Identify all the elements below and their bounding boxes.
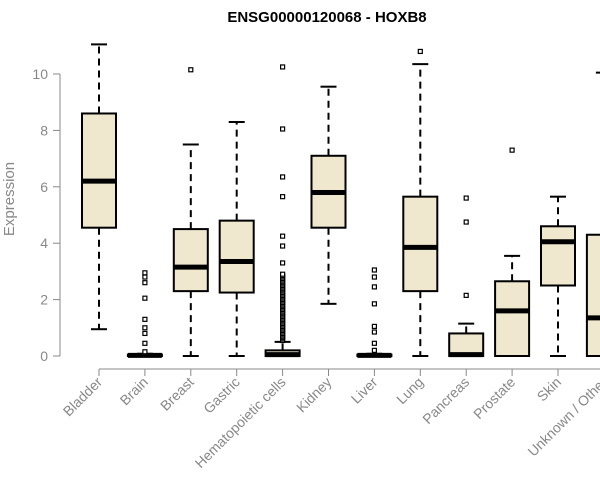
outlier-point [142,274,148,280]
y-tick-label: 0 [40,348,48,364]
box-iqr [585,233,600,358]
box-group [585,71,600,358]
outlier-point [142,325,148,331]
box-group [218,120,255,357]
box-iqr [540,225,576,287]
y-tick-label: 6 [40,179,48,195]
box-group [402,48,439,357]
x-tick-label: Liver [348,374,381,407]
box-iqr [172,228,209,293]
outlier-point [188,67,194,73]
outlier-point [371,274,377,280]
outlier-point [280,233,286,239]
box-group [540,195,576,357]
x-tick-label: Lung [393,374,426,407]
box-group [126,270,163,358]
outlier-point [371,323,377,329]
box-group [448,195,485,358]
y-axis: 0 2 4 6 8 10 [32,66,61,364]
outlier-point [371,340,377,346]
box-iqr [81,112,117,229]
outlier-point [509,147,515,153]
x-tick-label: Bladder [60,374,106,420]
outlier-point [463,219,469,225]
y-tick-label: 4 [40,235,48,251]
outlier-point [280,64,286,70]
outlier-point [280,243,286,249]
y-tick-label: 10 [32,66,48,82]
chart-title: ENSG00000120068 - HOXB8 [227,9,426,26]
outlier-point [280,271,286,277]
x-tick-label: Kidney [293,374,335,416]
outlier-point [280,194,286,200]
outlier-point [142,270,148,276]
x-tick-label: Skin [534,374,565,405]
outlier-point [463,292,469,298]
outlier-point [280,260,286,266]
x-tick-label: Pancreas [419,374,472,427]
outlier-point [142,316,148,322]
y-tick-label: 2 [40,292,48,308]
outlier-point [371,347,377,353]
box-group [310,85,347,305]
outlier-point [371,267,377,273]
outlier-point [142,280,148,286]
box-iqr [218,219,255,294]
box-group [494,147,531,357]
outlier-point [371,329,377,335]
x-tick-label: Gastric [200,374,243,417]
x-tick-label: Brain [117,374,151,408]
box-iqr [402,195,439,293]
outlier-point [142,349,148,355]
box-group [264,64,301,358]
outlier-point [463,195,469,201]
box-group [172,67,209,357]
outlier-point [371,284,377,290]
outlier-point [371,301,377,307]
outlier-point [280,174,286,180]
outlier-point [280,126,286,132]
x-tick-label: Prostate [470,374,518,422]
outlier-point [417,48,423,55]
box-group [356,267,393,358]
y-axis-label: Expression [1,162,18,236]
x-tick-label: Hematopoietic cells [192,374,289,471]
box-group [81,43,117,331]
boxes-layer [81,43,600,358]
x-tick-label: Breast [157,374,197,414]
box-iqr [494,280,531,357]
outlier-point [142,340,148,346]
outlier-point [142,295,148,301]
y-tick-label: 8 [40,122,48,138]
outlier-point [142,330,148,337]
